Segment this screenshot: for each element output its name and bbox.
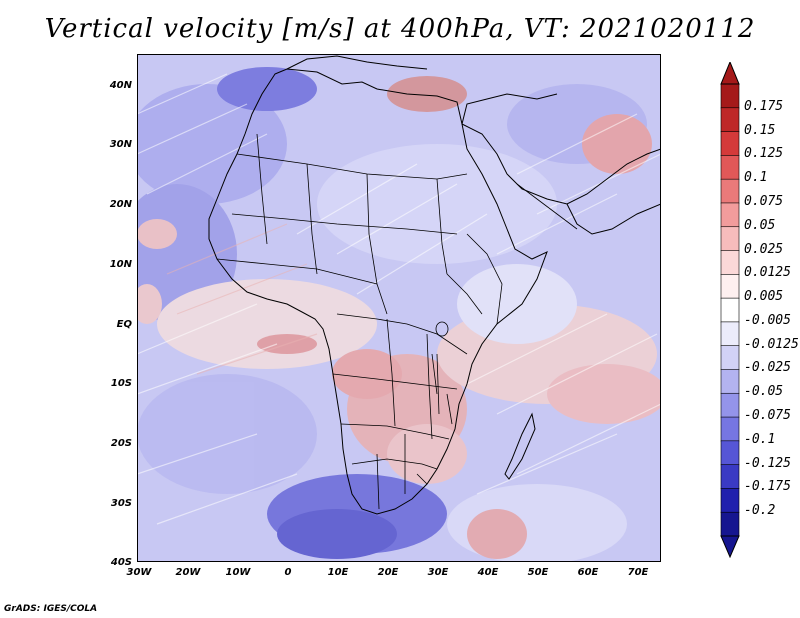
colorbar-bin xyxy=(720,250,740,275)
colorbar-bin xyxy=(720,440,740,466)
colorbar-bin xyxy=(720,274,740,299)
colorbar-bin xyxy=(720,392,740,418)
colorbar-bin xyxy=(720,464,740,490)
colorbar-bins xyxy=(720,83,740,537)
colorbar-label: -0.05 xyxy=(744,384,784,400)
colorbar-label: 0.075 xyxy=(744,193,784,209)
lat-label-40s: 40S xyxy=(110,557,132,568)
colorbar-label: 0.05 xyxy=(744,217,776,233)
colorbar-bin xyxy=(720,321,740,347)
lon-label-20w: 20W xyxy=(175,567,201,578)
colorbar-label: 0.005 xyxy=(744,289,784,305)
lat-label-10n: 10N xyxy=(109,259,132,270)
colorbar-bin xyxy=(720,202,740,228)
footer-credit: GrADS: IGES/COLA xyxy=(4,604,98,614)
colorbar-label: -0.0125 xyxy=(744,336,799,352)
colorbar xyxy=(720,62,740,558)
colorbar-bin xyxy=(720,488,740,513)
lon-label-20e: 20E xyxy=(377,567,399,578)
map-frame xyxy=(137,54,661,562)
colorbar-label: 0.0125 xyxy=(744,265,791,281)
lat-label-eq: EQ xyxy=(116,319,132,330)
colorbar-label: 0.1 xyxy=(744,170,768,186)
lon-label-10w: 10W xyxy=(225,567,251,578)
lat-label-40n: 40N xyxy=(109,80,132,91)
colorbar-bin xyxy=(720,511,740,537)
colorbar-top-arrow xyxy=(720,62,740,85)
texture-streaks xyxy=(137,73,661,525)
velocity-map xyxy=(137,54,661,562)
lon-label-30e: 30E xyxy=(427,567,449,578)
colorbar-bin xyxy=(720,178,740,204)
colorbar-label: -0.2 xyxy=(744,503,776,519)
colorbar-bin xyxy=(720,369,740,394)
lat-label-30n: 30N xyxy=(109,139,132,150)
colorbar-bottom-arrow xyxy=(720,535,740,558)
colorbar-label: 0.125 xyxy=(744,146,784,162)
colorbar-label: -0.175 xyxy=(744,479,791,495)
plot-title: Vertical velocity [m/s] at 400hPa, VT: 2… xyxy=(44,14,756,44)
coastlines xyxy=(208,55,661,515)
colorbar-label: 0.025 xyxy=(744,241,784,257)
lon-label-30w: 30W xyxy=(126,567,152,578)
lat-label-20s: 20S xyxy=(110,438,132,449)
country-borders xyxy=(216,133,578,510)
lat-label-10s: 10S xyxy=(110,378,132,389)
colorbar-bin xyxy=(720,345,740,371)
colorbar-label: -0.075 xyxy=(744,408,791,424)
colorbar-bin xyxy=(720,83,740,109)
lon-label-50e: 50E xyxy=(527,567,549,578)
colorbar-bin xyxy=(720,131,740,156)
colorbar-label: -0.005 xyxy=(744,312,791,328)
lon-label-40e: 40E xyxy=(477,567,499,578)
colorbar-bin xyxy=(720,416,740,442)
lon-label-0: 0 xyxy=(284,567,292,578)
colorbar-label: 0.175 xyxy=(744,98,784,114)
colorbar-bin xyxy=(720,226,740,252)
colorbar-label: -0.025 xyxy=(744,360,791,376)
colorbar-bin xyxy=(720,155,740,180)
lon-label-10e: 10E xyxy=(327,567,349,578)
colorbar-bin xyxy=(720,107,740,133)
lon-label-70e: 70E xyxy=(627,567,649,578)
lat-label-20n: 20N xyxy=(109,199,132,210)
colorbar-label: 0.15 xyxy=(744,122,776,138)
lakes xyxy=(431,321,453,425)
lat-label-30s: 30S xyxy=(110,498,132,509)
colorbar-label: -0.125 xyxy=(744,455,791,471)
colorbar-bin xyxy=(720,297,740,323)
colorbar-label: -0.1 xyxy=(744,431,776,447)
lon-label-60e: 60E xyxy=(577,567,599,578)
